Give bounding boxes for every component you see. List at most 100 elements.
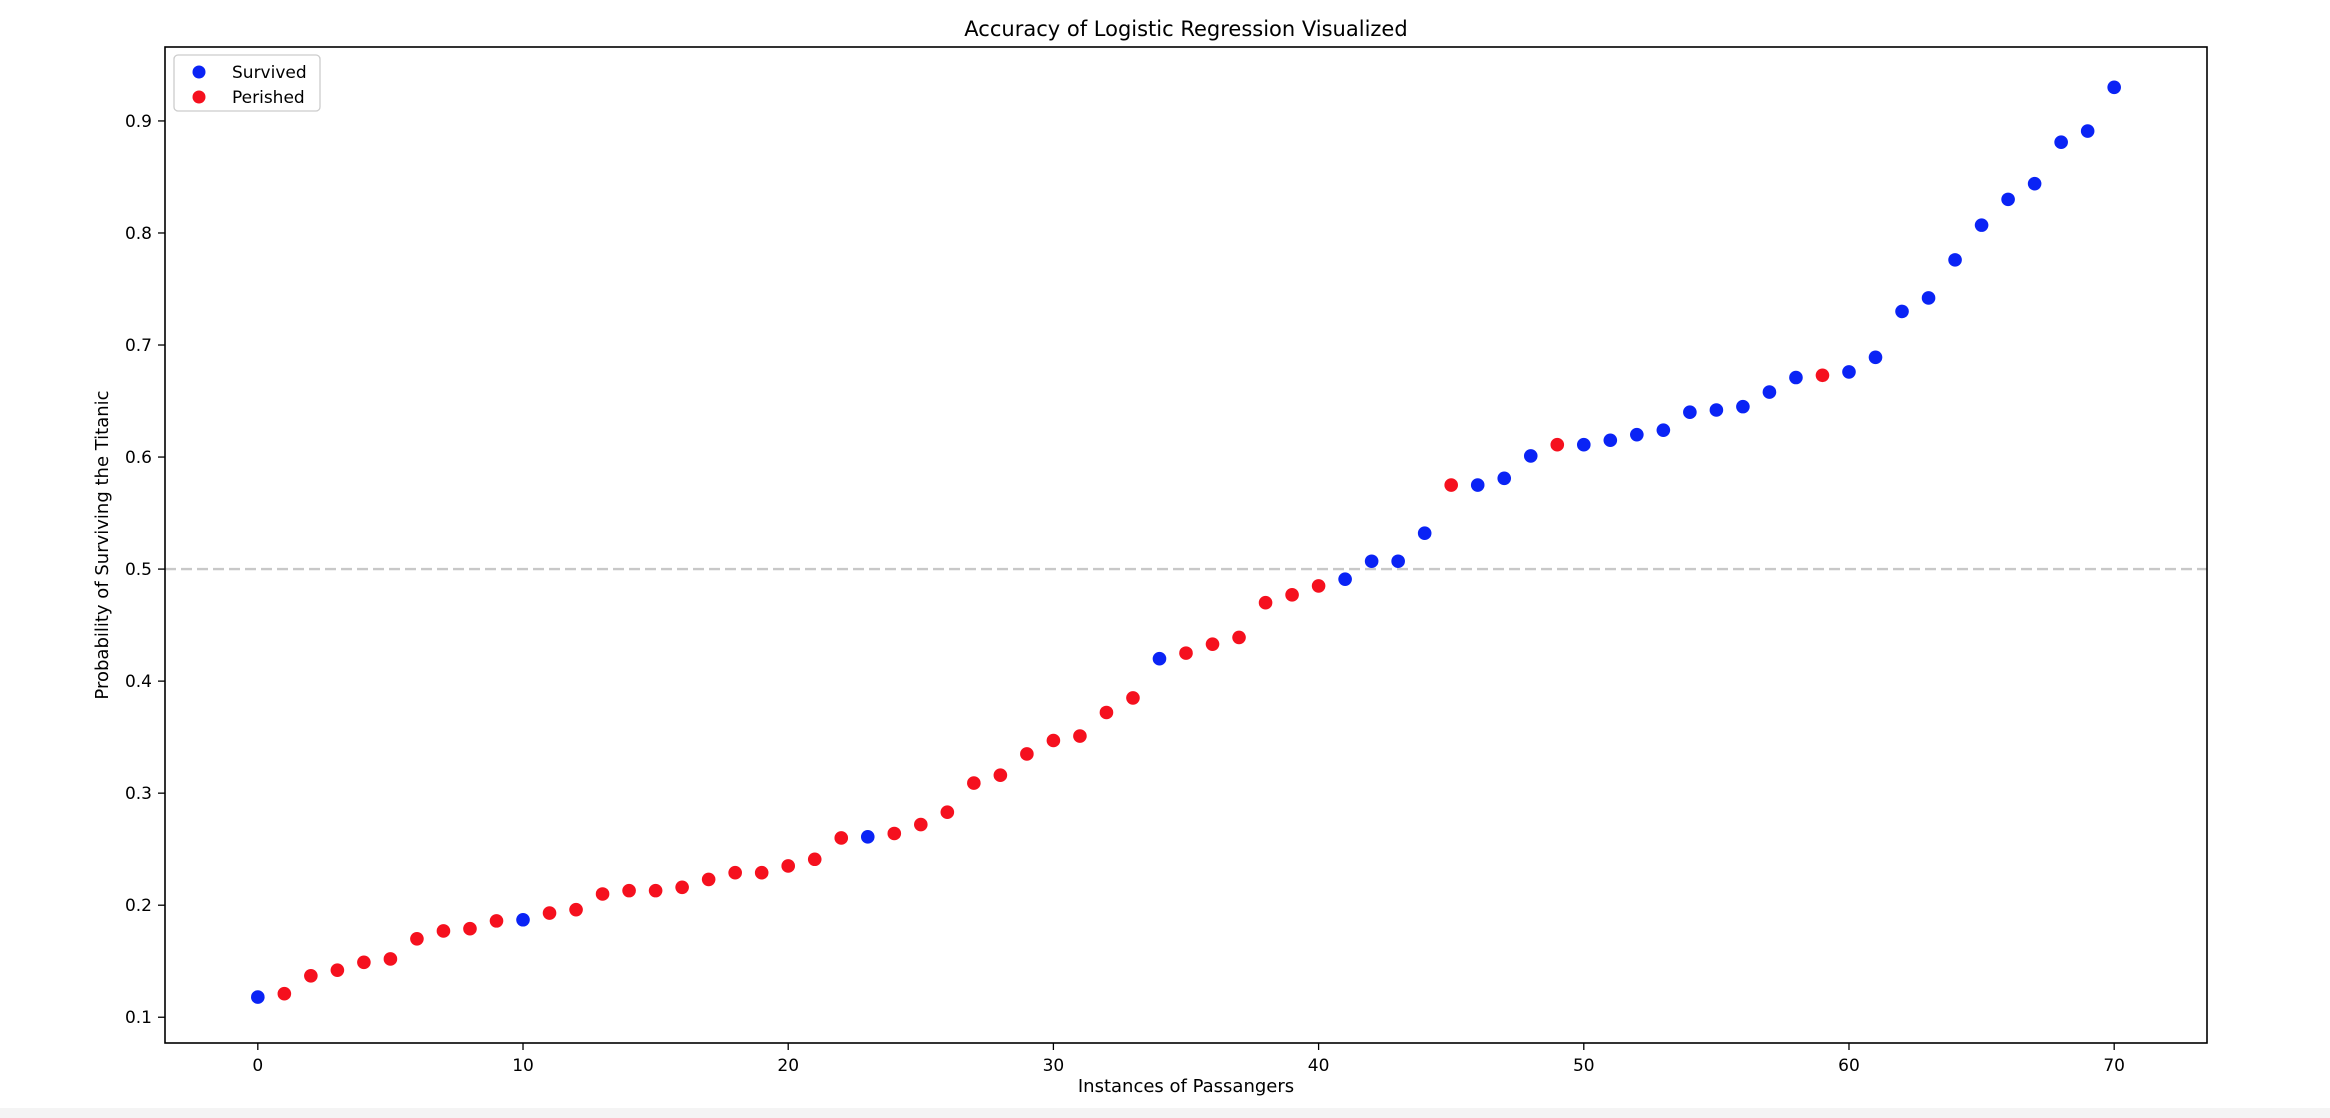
point-perished <box>834 831 849 845</box>
point-survived <box>1789 370 1803 385</box>
legend-label-survived: Survived <box>232 63 307 83</box>
point-perished <box>940 805 955 820</box>
point-survived <box>1868 350 1883 365</box>
point-perished <box>1285 588 1299 602</box>
y-tick-label: 0.8 <box>125 224 152 244</box>
point-perished <box>781 859 796 873</box>
point-perished <box>675 880 689 895</box>
point-survived <box>1523 449 1538 463</box>
point-survived <box>1152 651 1167 666</box>
point-perished <box>1815 368 1830 383</box>
point-perished <box>489 914 504 928</box>
point-survived <box>1974 218 1989 232</box>
point-perished <box>1550 437 1565 452</box>
point-perished <box>330 963 345 977</box>
point-survived <box>1417 526 1432 541</box>
legend-frame <box>173 54 321 112</box>
y-tick-label: 0.6 <box>125 448 152 468</box>
point-survived <box>1470 478 1485 492</box>
point-perished <box>1126 691 1140 705</box>
point-perished <box>1205 637 1220 651</box>
point-perished <box>728 865 742 880</box>
x-tick-label: 40 <box>1308 1056 1330 1076</box>
point-survived <box>1736 399 1750 414</box>
point-perished <box>463 921 477 936</box>
point-survived <box>2054 135 2068 150</box>
legend: Survived Perished <box>173 54 321 112</box>
point-survived <box>1391 554 1405 569</box>
point-perished <box>277 986 292 1001</box>
x-tick-label: 50 <box>1573 1056 1595 1076</box>
plot-frame <box>164 46 2208 1044</box>
y-tick-label: 0.3 <box>125 784 152 804</box>
point-survived <box>1656 423 1671 437</box>
point-survived <box>860 830 875 844</box>
point-survived <box>1603 433 1618 448</box>
point-perished <box>1444 478 1458 492</box>
x-tick-label: 60 <box>1838 1056 1860 1076</box>
point-perished <box>1232 630 1246 645</box>
point-perished <box>1258 595 1273 610</box>
point-survived <box>1630 427 1644 442</box>
y-tick-label: 0.9 <box>125 112 152 132</box>
y-tick-label: 0.4 <box>125 672 152 692</box>
x-axis-label: Instances of Passangers <box>1078 1076 1294 1097</box>
point-survived <box>2080 124 2095 138</box>
point-survived <box>251 990 265 1004</box>
point-perished <box>1073 729 1087 743</box>
point-perished <box>967 776 981 790</box>
y-tick-label: 0.1 <box>125 1008 152 1028</box>
plot-area <box>165 47 2207 1043</box>
y-tick-label: 0.2 <box>125 896 152 916</box>
point-perished <box>807 852 822 867</box>
point-perished <box>622 883 636 898</box>
chart-title: Accuracy of Logistic Regression Visualiz… <box>964 17 1407 41</box>
point-perished <box>887 826 902 841</box>
point-survived <box>2001 192 2015 207</box>
point-survived <box>1709 403 1724 417</box>
points-layer <box>251 80 2121 1004</box>
point-perished <box>754 865 769 880</box>
point-survived <box>1948 253 1962 267</box>
x-tick-label: 0 <box>252 1056 263 1076</box>
point-perished <box>993 768 1008 783</box>
point-survived <box>1842 365 1856 379</box>
y-axis-ticks: 0.1 0.2 0.3 0.4 0.5 0.6 0.7 0.8 0.9 <box>125 112 165 1028</box>
point-survived <box>1364 554 1379 569</box>
point-survived <box>1576 437 1591 452</box>
bottom-strip <box>0 1108 2330 1118</box>
point-survived <box>1895 304 1909 319</box>
point-perished <box>1099 705 1114 720</box>
point-perished <box>1046 733 1061 748</box>
point-perished <box>542 906 557 920</box>
point-perished <box>701 872 716 887</box>
legend-marker-perished <box>192 90 206 104</box>
point-survived <box>2027 176 2042 191</box>
point-survived <box>1338 572 1352 586</box>
x-tick-label: 10 <box>512 1056 534 1076</box>
point-perished <box>357 955 371 970</box>
point-survived <box>516 912 530 927</box>
point-survived <box>2107 80 2121 95</box>
point-perished <box>569 902 583 917</box>
x-axis-ticks: 0 10 20 30 40 50 60 70 <box>252 1043 2125 1076</box>
point-perished <box>648 883 663 898</box>
legend-marker-survived <box>192 65 206 79</box>
point-perished <box>436 924 451 938</box>
y-tick-label: 0.7 <box>125 336 152 356</box>
point-survived <box>1497 471 1512 486</box>
point-perished <box>1179 646 1193 660</box>
point-perished <box>914 817 928 832</box>
point-perished <box>410 932 424 946</box>
x-tick-label: 20 <box>777 1056 799 1076</box>
legend-label-perished: Perished <box>232 88 305 108</box>
point-perished <box>304 968 318 983</box>
point-survived <box>1762 385 1777 399</box>
point-survived <box>1921 291 1936 305</box>
y-axis-label: Probability of Surviving the Titanic <box>92 390 113 699</box>
y-tick-label: 0.5 <box>125 560 152 580</box>
point-perished <box>1311 579 1326 593</box>
point-perished <box>595 887 610 901</box>
